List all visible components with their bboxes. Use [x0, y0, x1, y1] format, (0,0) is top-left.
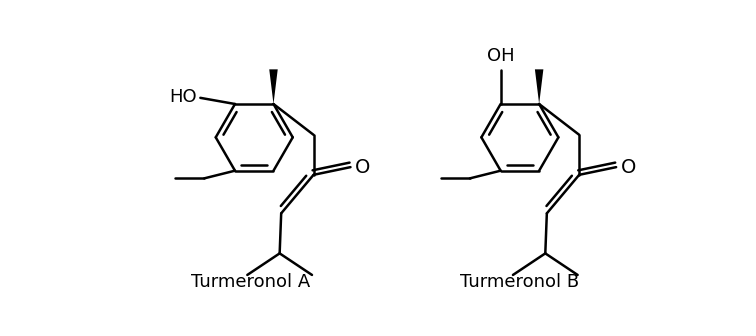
Polygon shape [269, 69, 277, 104]
Text: OH: OH [487, 47, 514, 66]
Text: O: O [621, 158, 636, 177]
Text: Turmeronol A: Turmeronol A [191, 273, 310, 291]
Text: Turmeronol B: Turmeronol B [460, 273, 579, 291]
Text: HO: HO [169, 88, 197, 106]
Polygon shape [535, 69, 544, 104]
Text: O: O [355, 158, 370, 177]
